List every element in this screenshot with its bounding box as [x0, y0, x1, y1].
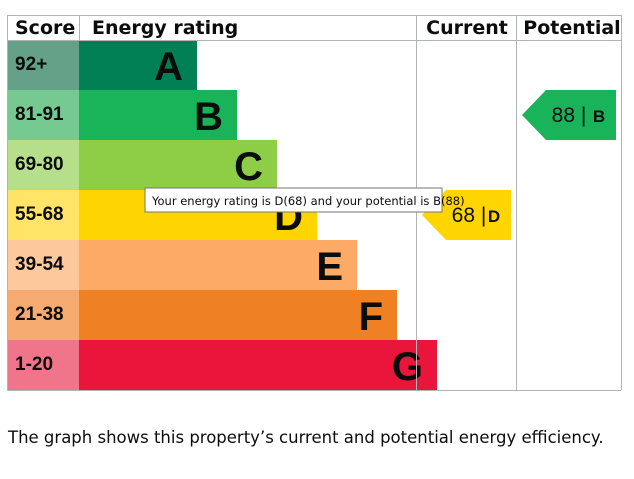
- current-rating-arrow: 68 | D: [422, 190, 511, 240]
- score-cell-f: [7, 290, 79, 340]
- rating-bar-b: [79, 90, 237, 140]
- rating-letter-f: F: [359, 295, 383, 339]
- score-cell-d: [7, 190, 79, 240]
- rating-letter-a: A: [154, 45, 183, 89]
- current-column-header: Current: [426, 17, 508, 39]
- rating-bar-f: [79, 290, 397, 340]
- epc-chart: Score Energy rating Current Potential 92…: [7, 15, 622, 391]
- band-f: 21-38 F: [7, 290, 397, 340]
- potential-rating-arrow-letter: B: [593, 107, 605, 126]
- potential-rating-arrow-value: 88 |: [552, 104, 587, 127]
- score-range-b: 81-91: [15, 104, 64, 125]
- rating-letter-b: B: [194, 95, 223, 139]
- current-rating-arrow-value: 68 |: [452, 204, 487, 227]
- rating-letter-c: C: [234, 145, 263, 189]
- score-range-d: 55-68: [15, 204, 64, 225]
- score-range-f: 21-38: [15, 304, 64, 325]
- score-column-header: Score: [15, 17, 75, 39]
- rating-tooltip: Your energy rating is D(68) and your pot…: [144, 187, 465, 213]
- band-b: 81-91 B: [7, 90, 237, 140]
- current-rating-arrow-letter: D: [488, 207, 500, 226]
- rating-bar-g: [79, 340, 437, 390]
- rating-bar-a: [79, 40, 197, 90]
- chart-caption: The graph shows this property’s current …: [8, 428, 604, 447]
- score-cell-a: [7, 40, 79, 90]
- rating-letter-g: G: [392, 345, 423, 389]
- score-range-e: 39-54: [15, 254, 64, 275]
- tooltip-text: Your energy rating is D(68) and your pot…: [151, 194, 465, 208]
- tooltip-box: [144, 187, 443, 213]
- potential-rating-arrow-shape: [522, 90, 616, 140]
- table-grid: [7, 15, 622, 391]
- potential-rating-arrow: 88 | B: [522, 90, 616, 140]
- rating-bar-e: [79, 240, 357, 290]
- band-a: 92+ A: [7, 40, 197, 90]
- rating-bands: 92+ A81-91 B69-80 C55-68 D39-54 E21-38 F1-20 G: [7, 40, 437, 390]
- score-cell-g: [7, 340, 79, 390]
- current-rating-arrow-shape: [422, 190, 511, 240]
- band-g: 1-20 G: [7, 340, 437, 390]
- rating-bar-c: [79, 140, 277, 190]
- rating-letter-e: E: [316, 245, 343, 289]
- potential-column-header: Potential: [523, 17, 620, 39]
- score-cell-c: [7, 140, 79, 190]
- score-cell-e: [7, 240, 79, 290]
- score-range-a: 92+: [15, 54, 47, 75]
- score-range-g: 1-20: [15, 354, 53, 375]
- energy-rating-column-header: Energy rating: [92, 17, 238, 39]
- score-range-c: 69-80: [15, 154, 64, 175]
- score-cell-b: [7, 90, 79, 140]
- band-e: 39-54 E: [7, 240, 357, 290]
- band-c: 69-80 C: [7, 140, 277, 190]
- rating-arrows: 68 | D 88 | B: [422, 90, 616, 240]
